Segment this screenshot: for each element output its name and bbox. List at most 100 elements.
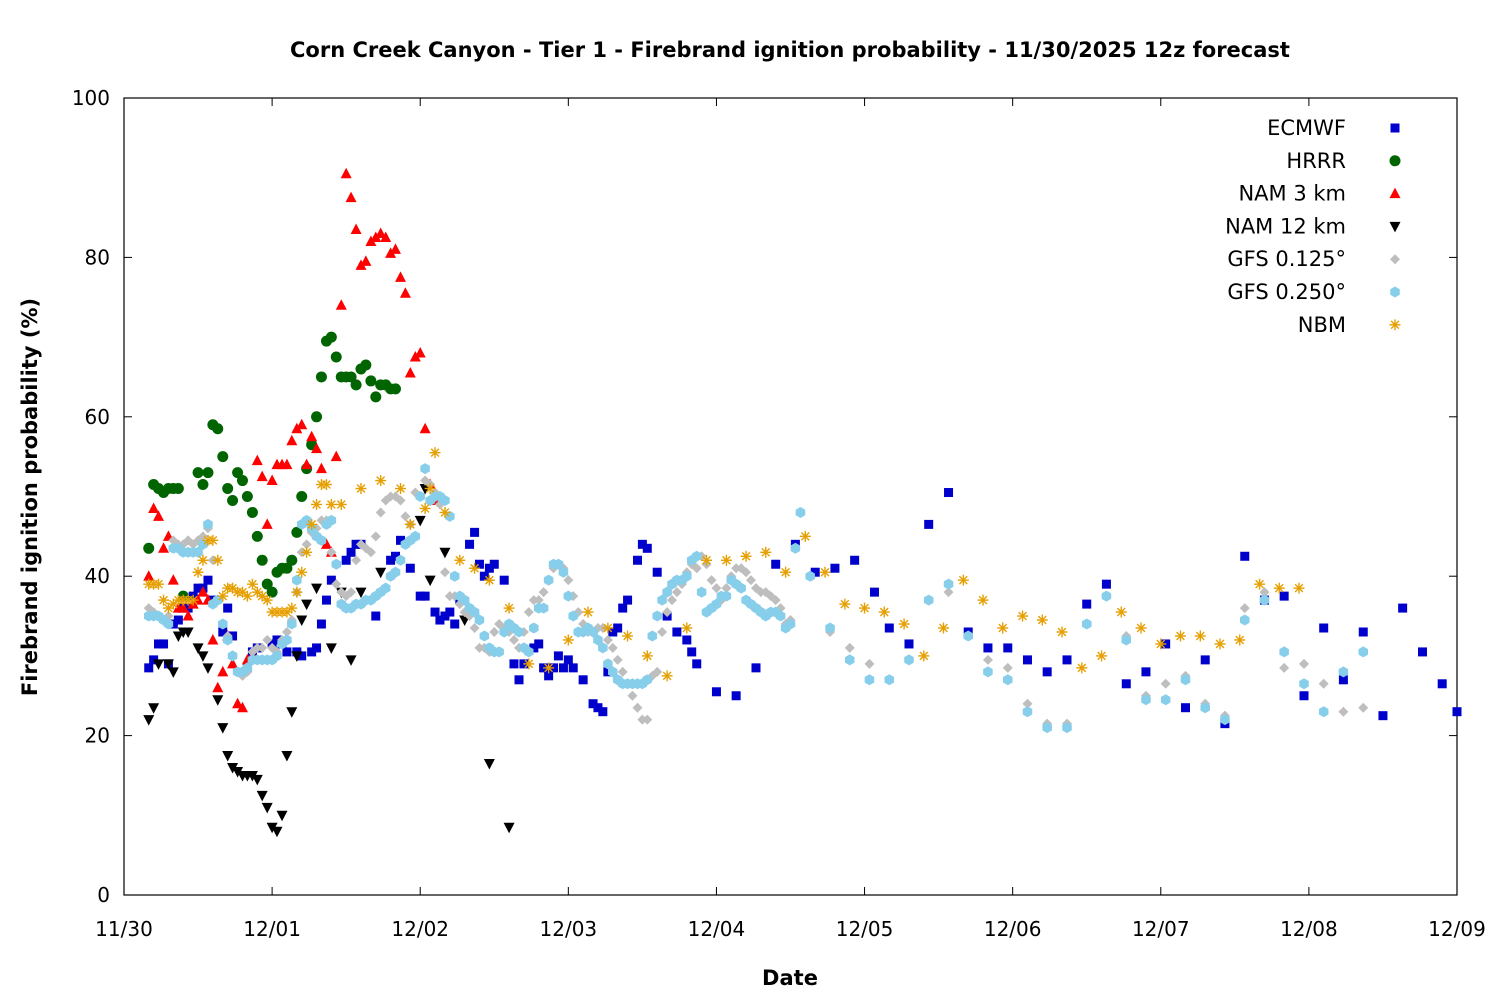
point-ecmwf xyxy=(771,559,781,569)
point-ecmwf xyxy=(618,603,628,613)
point-nam-12-km xyxy=(227,762,239,774)
point-gfs-0-250 xyxy=(1101,590,1112,602)
point-gfs-0-125 xyxy=(489,626,500,637)
point-ecmwf xyxy=(307,647,317,657)
y-tick-label: 100 xyxy=(72,86,110,110)
point-ecmwf xyxy=(386,555,396,565)
point-nbm xyxy=(306,518,318,530)
point-ecmwf xyxy=(1082,599,1092,609)
point-nam-12-km xyxy=(217,723,229,734)
point-nbm xyxy=(562,634,574,646)
point-nam-12-km xyxy=(202,663,214,674)
point-ecmwf xyxy=(568,663,578,673)
point-gfs-0-250 xyxy=(1239,614,1250,626)
point-gfs-0-250 xyxy=(558,566,569,578)
point-gfs-0-250 xyxy=(795,506,806,518)
point-gfs-0-250 xyxy=(499,626,509,638)
point-gfs-0-250 xyxy=(603,658,613,670)
x-axis: 11/30 12/01 12/02 12/03 12/04 12/05 12/06 12/07… xyxy=(95,98,1486,941)
point-ecmwf xyxy=(751,663,761,673)
point-nam-12-km xyxy=(375,567,387,579)
point-hrrr xyxy=(217,451,229,463)
point-ecmwf xyxy=(563,655,573,665)
point-nam-3-km xyxy=(335,299,347,310)
point-nam-3-km xyxy=(399,287,411,298)
point-nbm xyxy=(429,447,441,459)
point-gfs-0-250 xyxy=(316,534,327,546)
point-ecmwf xyxy=(633,555,643,565)
point-gfs-0-250 xyxy=(198,538,208,550)
point-gfs-0-250 xyxy=(805,570,815,582)
point-gfs-0-250 xyxy=(844,654,855,666)
point-gfs-0-250 xyxy=(1220,714,1230,726)
point-nam-12-km xyxy=(222,751,234,762)
point-ecmwf xyxy=(1200,655,1210,665)
point-nbm xyxy=(291,586,303,598)
point-gfs-0-125 xyxy=(1358,702,1369,713)
legend-marker-nbm xyxy=(1389,319,1401,331)
point-nam-3-km xyxy=(414,347,426,358)
point-hrrr xyxy=(286,554,298,566)
point-nam-12-km xyxy=(311,583,323,595)
point-nbm xyxy=(320,479,332,491)
point-gfs-0-250 xyxy=(1259,594,1270,606)
point-ecmwf xyxy=(983,643,993,653)
point-gfs-0-250 xyxy=(1338,666,1349,678)
point-hrrr xyxy=(261,578,273,590)
point-ecmwf xyxy=(470,527,480,537)
point-gfs-0-125 xyxy=(1160,678,1171,689)
point-gfs-0-125 xyxy=(657,626,668,637)
point-nam-12-km xyxy=(281,751,293,762)
point-hrrr xyxy=(345,371,357,383)
point-nbm xyxy=(661,670,673,682)
point-nbm xyxy=(246,578,258,590)
point-hrrr xyxy=(291,526,303,538)
point-nam-12-km xyxy=(197,651,209,662)
point-hrrr xyxy=(232,467,244,479)
series-hrrr xyxy=(143,331,401,602)
point-ecmwf xyxy=(390,551,400,561)
point-nam-12-km xyxy=(232,766,244,778)
x-tick-label: 12/02 xyxy=(391,917,449,941)
point-ecmwf xyxy=(1398,603,1408,613)
point-gfs-0-250 xyxy=(331,558,342,570)
point-nam-12-km xyxy=(291,651,303,662)
legend-label-nam-12-km: NAM 12 km xyxy=(1225,214,1346,238)
point-hrrr xyxy=(212,423,224,435)
point-gfs-0-250 xyxy=(272,650,282,662)
point-ecmwf xyxy=(558,663,568,673)
point-nam-3-km xyxy=(197,586,209,597)
x-tick-label: 12/01 xyxy=(243,917,301,941)
point-nam-3-km xyxy=(375,227,387,238)
point-ecmwf xyxy=(687,647,697,657)
legend-marker-nam-3-km xyxy=(1389,187,1401,199)
point-ecmwf xyxy=(312,643,322,653)
point-gfs-0-125 xyxy=(691,563,702,574)
point-gfs-0-125 xyxy=(1239,603,1250,614)
point-nbm xyxy=(1234,634,1246,646)
point-ecmwf xyxy=(1452,707,1462,717)
point-ecmwf xyxy=(869,587,879,597)
point-nam-12-km xyxy=(143,715,155,726)
point-gfs-0-250 xyxy=(1200,702,1210,714)
point-gfs-0-125 xyxy=(563,575,574,586)
point-gfs-0-250 xyxy=(524,646,534,658)
point-nbm xyxy=(301,546,313,558)
point-gfs-0-250 xyxy=(775,610,786,622)
point-hrrr xyxy=(330,351,342,363)
point-gfs-0-250 xyxy=(691,550,702,562)
point-nam-3-km xyxy=(370,231,382,242)
point-gfs-0-250 xyxy=(588,626,598,638)
legend: ECMWF HRRR NAM 3 km NAM 12 km GFS 0.125° GFS … xyxy=(1225,116,1401,337)
point-nam-3-km xyxy=(286,434,298,446)
point-gfs-0-250 xyxy=(479,630,490,642)
point-gfs-0-125 xyxy=(370,531,381,542)
point-ecmwf xyxy=(1121,679,1131,689)
point-ecmwf xyxy=(578,675,588,685)
y-tick-label: 20 xyxy=(85,724,110,748)
point-nam-3-km xyxy=(395,271,407,282)
point-ecmwf xyxy=(731,691,741,701)
x-tick-label: 12/06 xyxy=(984,917,1042,941)
point-hrrr xyxy=(296,491,308,502)
